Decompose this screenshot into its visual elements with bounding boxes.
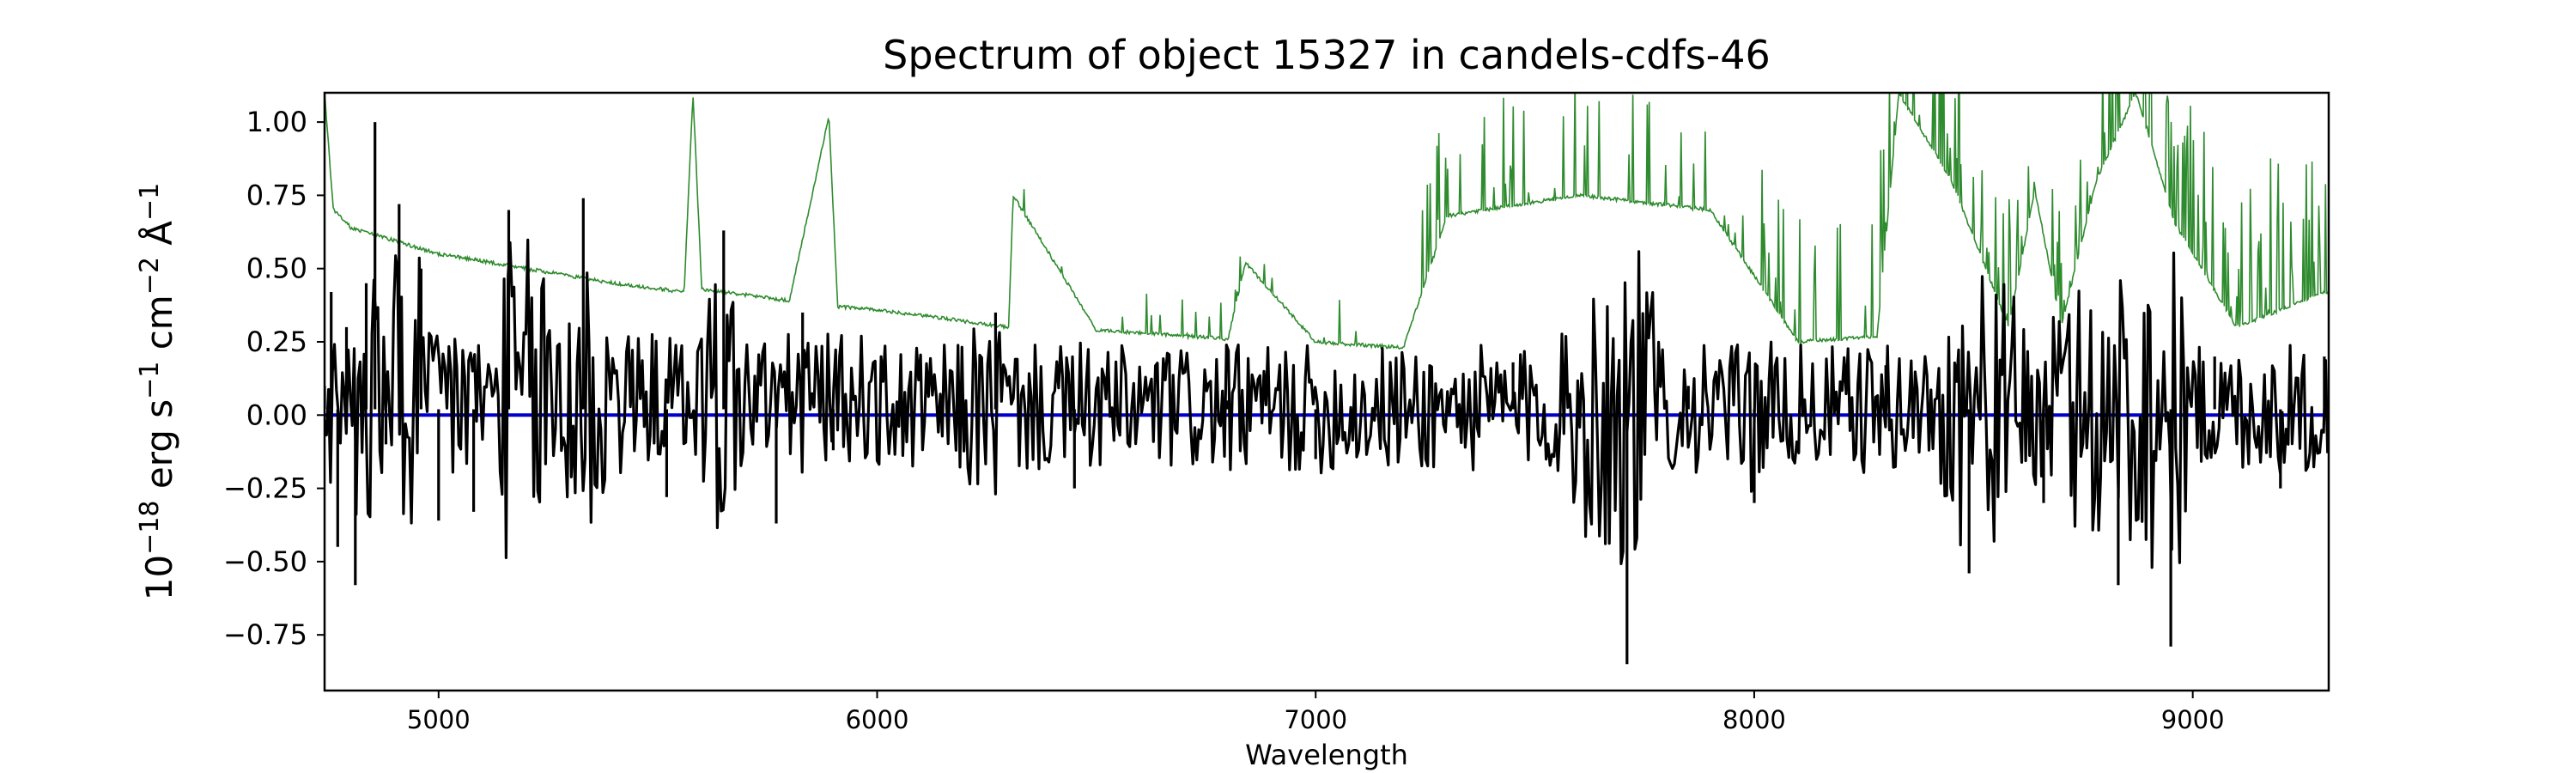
y-tick-label: 0.50: [246, 253, 307, 285]
plot-area: [323, 91, 2330, 692]
y-axis-label: 10−18 erg s−1 cm−2 Å−1: [135, 183, 180, 601]
x-tick-label: 7000: [1284, 705, 1347, 734]
chart-title: Spectrum of object 15327 in candels-cdfs…: [883, 32, 1771, 78]
axes-frame: [323, 91, 2330, 692]
y-axis: −0.75 −0.50 −0.25 0.00 0.25 0.50 0.75 1.00: [223, 106, 325, 651]
flux-spectrum-line: [325, 122, 2329, 665]
y-tick-label: 0.25: [246, 326, 307, 358]
y-tick-label: −0.50: [223, 545, 307, 578]
x-tick-label: 5000: [407, 705, 471, 734]
x-tick-label: 8000: [1722, 705, 1786, 734]
y-tick-label: −0.75: [223, 618, 307, 651]
y-tick-label: 0.75: [246, 179, 307, 211]
y-tick-label: 1.00: [246, 106, 307, 138]
x-tick-label: 9000: [2161, 705, 2225, 734]
x-tick-label: 6000: [846, 705, 909, 734]
x-axis-label: Wavelength: [1245, 739, 1408, 771]
x-axis: 5000 6000 7000 8000 9000: [407, 691, 2225, 734]
series-layer: [325, 93, 2329, 665]
y-tick-label: 0.00: [246, 399, 307, 431]
error-spectrum-line: [325, 93, 2329, 350]
y-tick-label: −0.25: [223, 472, 307, 505]
